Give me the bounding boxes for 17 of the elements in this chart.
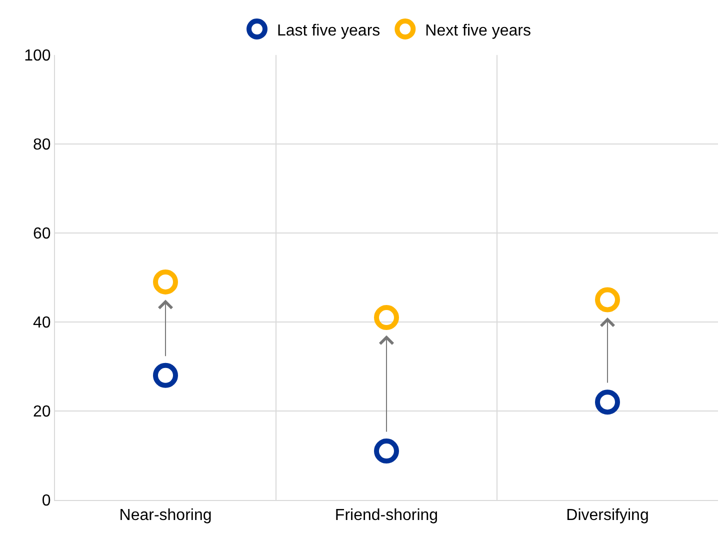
x-tick-label: Friend-shoring bbox=[334, 507, 438, 524]
y-tick-label: 100 bbox=[24, 48, 51, 65]
point bbox=[595, 390, 620, 415]
y-tick-label: 60 bbox=[33, 226, 51, 243]
legend-label: Next five years bbox=[425, 22, 531, 40]
y-tick-label: 40 bbox=[33, 314, 51, 332]
point bbox=[153, 362, 178, 388]
point bbox=[595, 287, 620, 312]
y-tick-label: 0 bbox=[42, 492, 51, 510]
point bbox=[374, 438, 399, 464]
point bbox=[374, 305, 399, 330]
point bbox=[153, 269, 178, 294]
legend-label: Last five years bbox=[277, 22, 380, 40]
y-tick-label: 20 bbox=[33, 404, 51, 421]
x-tick-label: Diversifying bbox=[566, 507, 649, 524]
x-tick-label: Near-shoring bbox=[119, 507, 212, 524]
y-tick-label: 80 bbox=[33, 136, 51, 154]
